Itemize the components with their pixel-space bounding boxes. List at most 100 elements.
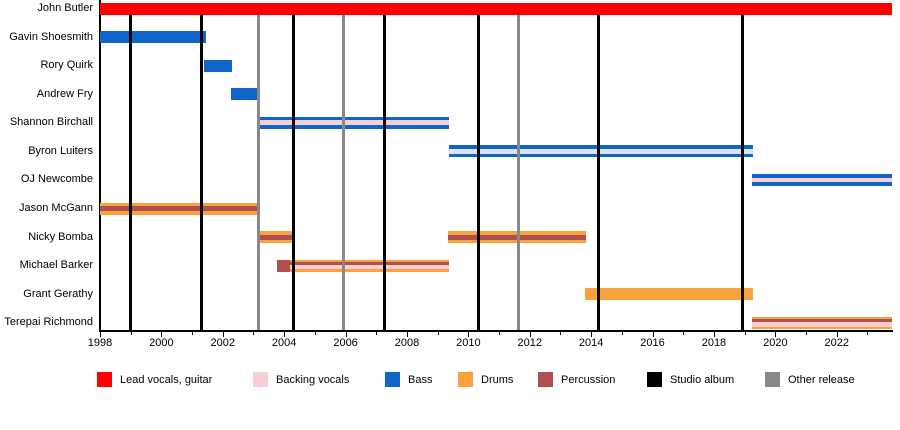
axis-tick-label: 2012 <box>517 337 542 349</box>
legend-swatch-black <box>647 372 662 387</box>
member-label: Grant Gerathy <box>23 287 93 300</box>
bar-stripe-blue <box>258 125 450 129</box>
legend-label: Percussion <box>561 374 616 386</box>
axis-minor-tick <box>192 332 194 335</box>
axis-tick-label: 2018 <box>701 337 727 349</box>
member-bar <box>100 31 206 44</box>
legend-label: Other release <box>788 374 855 386</box>
studio-album-line <box>129 3 133 330</box>
bar-stripe-pink <box>752 177 892 183</box>
axis-minor-tick <box>621 332 623 335</box>
bar-stripe-brick <box>100 206 259 211</box>
axis-major-tick <box>529 332 531 337</box>
studio-album-line <box>291 3 295 330</box>
member-bar <box>231 88 259 101</box>
axis-major-tick <box>652 332 654 337</box>
member-label: Shannon Birchall <box>9 116 93 129</box>
studio-album-line <box>476 3 480 330</box>
axis-major-tick <box>100 332 101 337</box>
bar-stripe-blue <box>449 153 754 158</box>
legend-label: Lead vocals, guitar <box>120 374 213 386</box>
bar-stripe-blue <box>752 173 892 178</box>
bar-stripe-orange <box>585 288 754 301</box>
other-release-line <box>516 3 520 330</box>
legend-swatch-blue <box>385 372 400 387</box>
bar-stripe-red <box>100 2 892 15</box>
member-label: Jason McGann <box>19 202 93 215</box>
axis-major-tick <box>161 332 163 337</box>
legend-label: Backing vocals <box>276 374 350 386</box>
axis-major-tick <box>468 332 470 337</box>
member-label: Byron Luiters <box>28 144 93 157</box>
legend-label: Bass <box>408 374 433 386</box>
axis-major-tick <box>713 332 715 337</box>
member-bar <box>204 59 232 72</box>
y-axis-line <box>99 0 101 332</box>
axis-minor-tick <box>253 332 255 335</box>
axis-minor-tick <box>867 332 869 335</box>
legend-label: Drums <box>481 374 514 386</box>
bar-stripe-brick <box>290 262 450 265</box>
member-label: Nicky Bomba <box>28 230 93 243</box>
axis-minor-tick <box>314 332 316 335</box>
axis-tick-label: 2022 <box>824 337 849 349</box>
legend-swatch-gray <box>765 372 780 387</box>
bar-stripe-orange <box>290 269 450 272</box>
member-bar <box>100 2 892 15</box>
studio-album-line <box>200 3 204 330</box>
bar-stripe-blue <box>204 59 232 72</box>
axis-minor-tick <box>683 332 685 335</box>
member-bar <box>258 231 292 244</box>
axis-major-tick <box>406 332 408 337</box>
member-label: John Butler <box>37 2 93 14</box>
member-bar <box>752 173 892 186</box>
member-label: Rory Quirk <box>40 59 93 72</box>
member-bar <box>276 259 295 272</box>
member-bar <box>449 145 754 158</box>
bar-stripe-blue <box>231 88 259 101</box>
bar-stripe-orange <box>100 210 259 215</box>
axis-tick-label: 2000 <box>149 337 174 349</box>
axis-major-tick <box>345 332 347 337</box>
bar-stripe-brick <box>752 319 892 322</box>
axis-minor-tick <box>130 332 132 335</box>
legend-swatch-brick <box>538 372 553 387</box>
bar-stripe-blue <box>449 145 754 149</box>
bar-stripe-pink <box>258 120 450 126</box>
studio-album-line <box>383 3 387 330</box>
legend-label: Studio album <box>670 374 735 386</box>
studio-album-line <box>596 3 600 330</box>
axis-major-tick <box>284 332 286 337</box>
member-bar <box>290 259 450 272</box>
axis-major-tick <box>591 332 593 337</box>
bar-stripe-brick <box>258 234 292 240</box>
axis-tick-label: 2010 <box>456 337 481 349</box>
axis-minor-tick <box>806 332 808 335</box>
axis-major-tick <box>836 332 838 337</box>
bar-stripe-orange <box>258 239 292 244</box>
bar-stripe-orange <box>290 259 450 263</box>
bar-stripe-blue <box>752 182 892 186</box>
bar-stripe-brick <box>276 259 295 272</box>
axis-tick-label: 2014 <box>578 337 604 349</box>
member-label: Michael Barker <box>19 259 93 272</box>
axis-major-tick <box>222 332 224 337</box>
axis-tick-label: 2016 <box>640 337 665 349</box>
axis-tick-label: 2020 <box>763 337 788 349</box>
member-bar <box>752 316 892 329</box>
member-label: Andrew Fry <box>36 87 93 100</box>
legend-swatch-pink <box>253 372 268 387</box>
member-label: OJ Newcombe <box>20 173 93 186</box>
axis-tick-label: 2008 <box>394 337 420 349</box>
axis-tick-label: 2004 <box>271 337 297 349</box>
axis-minor-tick <box>499 332 501 335</box>
bar-stripe-pink <box>290 264 450 270</box>
other-release-line <box>256 3 260 330</box>
member-bar <box>258 116 450 129</box>
axis-minor-tick <box>437 332 439 335</box>
bar-stripe-lightstripe <box>449 149 754 154</box>
axis-tick-label: 1998 <box>87 337 113 349</box>
member-bar <box>585 288 754 301</box>
member-label: Gavin Shoesmith <box>9 30 93 43</box>
